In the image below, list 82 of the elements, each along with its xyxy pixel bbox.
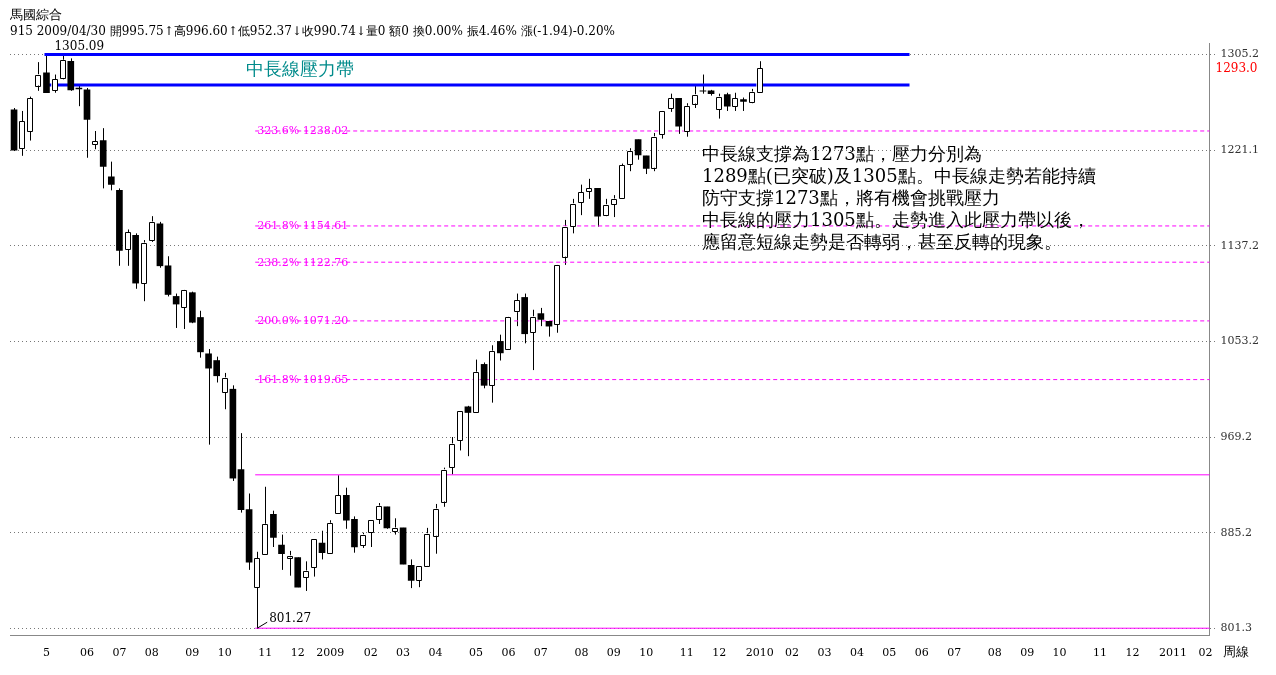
x-tick-label: 08 [144,646,159,660]
x-tick-label: 03 [817,646,832,660]
annotation: 中長線的壓力1305點。走勢進入此壓力帶以後， [702,208,1090,230]
x-tick-label: 02 [785,646,800,660]
ref-line-label: 200.0% 1071.20 [257,314,349,328]
y-tick-label: 885.2 [1220,525,1253,539]
x-tick-label: 5 [42,646,50,660]
candlestick [456,410,464,451]
y-tick-label: 1221.1 [1220,143,1260,157]
annotation: 1289點(已突破)及1305點。中長線走勢若能持續 [702,164,1096,186]
x-tick-label: 2010 [745,646,774,660]
x-tick-label: 02 [363,646,378,660]
annotation: 應留意短線走勢是否轉弱，甚至反轉的現象。 [702,230,1062,252]
candlestick [26,96,34,142]
candlestick [310,538,318,578]
annotation: 801.27 [269,611,312,626]
candlestick [107,161,115,191]
x-tick-label: 04 [428,646,443,660]
y-tick-label: 969.2 [1220,429,1253,443]
x-tick-label: 07 [947,646,962,660]
candlestick [578,184,585,216]
x-tick-label: 04 [849,646,864,660]
y-tick-label: 1053.2 [1220,334,1260,348]
x-tick-label: 2009 [316,646,345,660]
x-tick-label: 06 [80,646,94,660]
x-tick-label: 11 [258,646,273,660]
candlestick [626,147,634,172]
x-tick-label: 2011 [1159,646,1188,660]
y-tick-label: 1305.2 [1220,47,1260,61]
ref-line-label: 161.8% 1019.65 [257,372,349,386]
x-tick-label: 12 [290,646,305,660]
candlestick [634,139,642,161]
x-tick-label: 12 [1125,646,1140,660]
y-tick-label: 1137.2 [1220,238,1260,252]
x-tick-label: 02 [1198,646,1213,660]
x-tick-label: 09 [1020,646,1035,660]
x-tick-label: 03 [396,646,411,660]
candlestick [464,405,472,457]
annotation: 中長線壓力帶 [246,58,355,80]
x-tick-label: 05 [882,646,897,660]
chart-title: 馬國綜合 [9,7,62,23]
candlestick [18,110,26,157]
candlestick [480,361,488,389]
text: 1293.0 [1215,60,1258,75]
candlestick [278,534,285,571]
candlestick [553,264,561,334]
x-tick-label: 10 [217,646,232,660]
ref-line-label: 261.8% 1154.61 [257,219,349,233]
annotation: 防守支撐1273點，將有機會挑戰壓力 [702,186,1000,208]
x-tick-label: 05 [469,646,484,660]
x-tick-label: 11 [1093,646,1108,660]
x-tick-label: 08 [574,646,589,660]
chart-subtitle: 915 2009/04/30 開995.75↑高996.60↑低952.37↓收990.74↓量0 額0 換0.00% 振4.46% 漲(-1.94)-0.20% [10,23,615,38]
candlestick [43,54,50,94]
x-tick-label: 10 [639,646,654,660]
annotation: 中長線支撐為1273點，壓力分別為 [702,142,982,164]
x-tick-label: 09 [606,646,621,660]
x-tick-label: 06 [914,646,929,660]
candlestick [270,510,277,548]
annotation: 1305.09 [54,38,105,53]
x-tick-label: 08 [987,646,1002,660]
x-tick-label: 06 [501,646,516,660]
candlestick [472,359,480,413]
x-tick-label: 12 [712,646,727,660]
candlestick [367,519,374,548]
x-tick-label: 11 [679,646,694,660]
y-tick-label: 801.3 [1220,621,1253,635]
candlestick [659,110,666,140]
x-tick-label: 09 [185,646,200,660]
text: 周線 [1222,644,1249,660]
candlestick [618,163,626,200]
candlestick [148,215,156,243]
ref-line-label: 238.2% 1122.76 [257,255,349,269]
candlestick [91,130,99,150]
candlestick [375,502,383,525]
candlestick [537,307,545,327]
candlestick [383,506,391,530]
ref-line-label: 323.6% 1238.02 [257,124,349,138]
x-tick-label: 10 [1052,646,1067,660]
x-tick-label: 07 [533,646,548,660]
x-tick-label: 07 [112,646,127,660]
candlestick [221,372,229,410]
